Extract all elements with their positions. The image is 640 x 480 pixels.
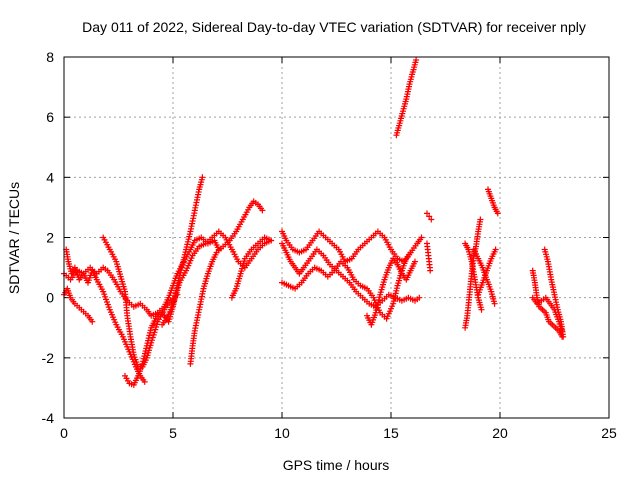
series-arc-23 <box>541 246 567 340</box>
grid <box>64 57 609 418</box>
data-points <box>61 57 567 388</box>
data-point <box>491 300 498 307</box>
x-tick-label: 10 <box>274 425 290 441</box>
data-point <box>478 306 485 313</box>
series-arc-14 <box>424 210 435 223</box>
data-point <box>416 294 423 301</box>
x-tick-label: 15 <box>383 425 399 441</box>
data-point <box>426 213 433 220</box>
data-point <box>89 318 96 325</box>
series-arc-19 <box>475 246 499 298</box>
x-tick-label: 5 <box>169 425 177 441</box>
data-point <box>494 210 501 217</box>
x-tick-label: 20 <box>492 425 508 441</box>
series-arc-12 <box>364 255 418 328</box>
data-point <box>199 174 206 181</box>
chart-title: Day 011 of 2022, Sidereal Day-to-day VTE… <box>82 19 586 35</box>
series-arc-1 <box>61 285 96 325</box>
data-point <box>477 216 484 223</box>
y-tick-label: 6 <box>46 109 54 125</box>
plot-frame <box>63 56 610 419</box>
series-arc-8 <box>228 234 275 301</box>
data-point <box>268 237 275 244</box>
series-arc-2 <box>61 234 222 319</box>
data-point <box>418 234 425 241</box>
y-tick-label: -4 <box>42 410 55 426</box>
series-arc-16 <box>462 216 484 331</box>
data-point <box>428 216 435 223</box>
series-arc-15 <box>424 240 434 274</box>
data-point <box>492 246 499 253</box>
data-point <box>560 333 567 340</box>
series-arc-10 <box>279 228 425 265</box>
data-point <box>141 378 148 385</box>
x-axis-label: GPS time / hours <box>283 457 390 473</box>
y-tick-label: 4 <box>46 169 54 185</box>
y-tick-label: 0 <box>46 290 54 306</box>
x-tick-label: 0 <box>60 425 68 441</box>
x-tick-label: 25 <box>601 425 617 441</box>
data-point <box>427 267 434 274</box>
series-arc-9 <box>279 240 423 310</box>
y-tick-label: -2 <box>42 350 55 366</box>
series-arc-7 <box>187 198 266 367</box>
y-tick-label: 8 <box>46 49 54 65</box>
data-point <box>407 249 414 256</box>
y-axis-label: SDTVAR / TECUs <box>6 182 22 294</box>
data-point <box>412 258 418 265</box>
data-point <box>413 57 420 63</box>
data-point <box>153 321 160 328</box>
y-tick-label: 2 <box>46 230 54 246</box>
series-arc-20 <box>485 186 501 217</box>
series-arc-13 <box>393 57 420 139</box>
series-arc-5 <box>122 174 206 388</box>
data-point <box>259 207 266 214</box>
